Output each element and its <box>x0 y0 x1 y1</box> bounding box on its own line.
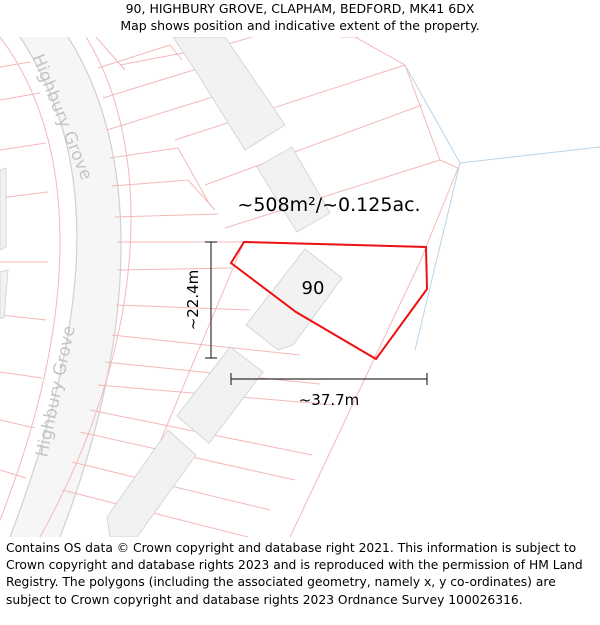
map-header: 90, HIGHBURY GROVE, CLAPHAM, BEDFORD, MK… <box>0 0 600 34</box>
buildings <box>0 37 343 537</box>
road-edge-east <box>59 37 122 537</box>
copyright-notice: Contains OS data © Crown copyright and d… <box>6 541 583 607</box>
property-boundary[interactable] <box>229 240 429 361</box>
map-subtitle: Map shows position and indicative extent… <box>120 18 480 33</box>
height-dimension-line <box>205 241 217 359</box>
water-lines <box>404 64 600 351</box>
plot-number: 90 <box>302 278 325 299</box>
height-dimension-label: ~22.4m <box>184 270 202 331</box>
road-surface <box>10 37 122 537</box>
width-dimension-line <box>230 373 428 385</box>
property-map[interactable]: Highbury Grove Highbury Grove ~508m²/~0.… <box>0 37 600 537</box>
road-edge-west <box>9 37 78 537</box>
area-label: ~508m²/~0.125ac. <box>237 194 420 216</box>
property-address: 90, HIGHBURY GROVE, CLAPHAM, BEDFORD, MK… <box>125 1 475 16</box>
width-dimension-label: ~37.7m <box>299 391 360 409</box>
